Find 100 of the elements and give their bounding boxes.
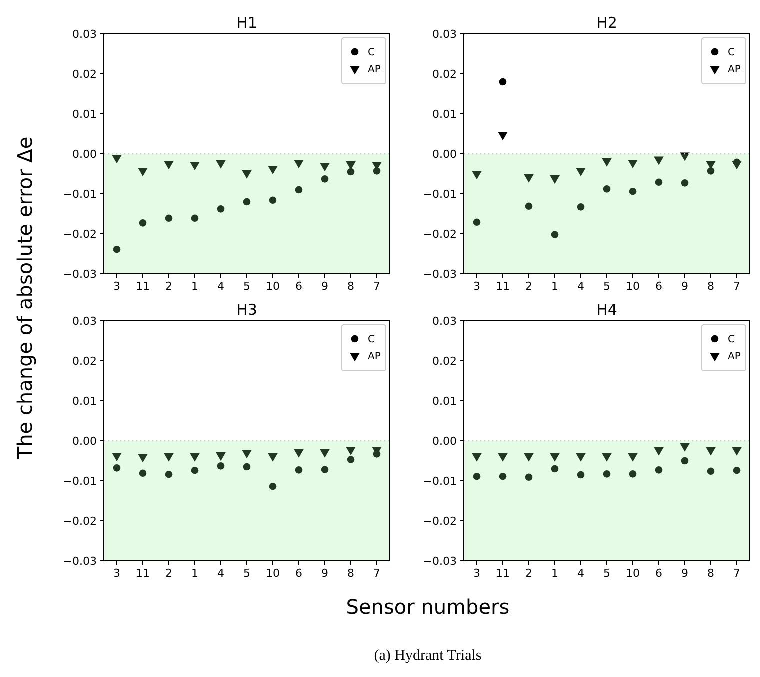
x-tick-label: 9 — [682, 567, 688, 580]
y-tick-label: 0.00 — [432, 148, 457, 161]
point — [347, 168, 355, 176]
legend-label: AP — [728, 64, 741, 76]
x-tick-label: 9 — [682, 280, 688, 293]
y-tick-label: −0.02 — [63, 228, 97, 241]
y-tick-label: −0.01 — [423, 188, 457, 201]
x-tick-label: 4 — [218, 280, 224, 293]
x-tick-label: 8 — [708, 567, 714, 580]
y-tick-label: 0.01 — [72, 108, 97, 121]
y-tick-label: 0.00 — [72, 148, 97, 161]
x-tick-label: 1 — [552, 280, 558, 293]
point — [269, 196, 277, 204]
x-tick-label: 5 — [244, 280, 250, 293]
chart-title: H2 — [596, 14, 618, 32]
x-tick-label: 3 — [114, 567, 120, 580]
point — [112, 155, 122, 164]
y-tick-label: 0.02 — [432, 68, 457, 81]
y-tick-label: 0.03 — [72, 314, 97, 328]
x-tick-label: 5 — [604, 567, 610, 580]
y-tick-label: −0.01 — [63, 474, 97, 488]
point — [550, 176, 560, 184]
chart-title: H1 — [236, 14, 258, 32]
x-tick-label: 2 — [166, 280, 172, 293]
x-tick-label: 11 — [496, 280, 510, 293]
text: (a) Hydrant Trials — [374, 648, 482, 664]
x-tick-label: 7 — [734, 567, 740, 580]
point — [268, 166, 278, 174]
point — [498, 132, 508, 140]
x-tick-label: 1 — [192, 280, 198, 293]
point — [294, 160, 304, 168]
point — [165, 214, 173, 222]
x-tick-label: 10 — [266, 280, 280, 293]
point — [242, 170, 252, 179]
y-tick-label: 0.00 — [432, 434, 457, 448]
x-axis-title: Sensor numbers — [346, 595, 510, 619]
x-tick-label: 8 — [348, 567, 354, 580]
point — [473, 218, 481, 226]
x-tick-label: 11 — [496, 567, 510, 580]
x-tick-label: 4 — [578, 567, 584, 580]
y-tick-label: −0.01 — [63, 188, 97, 201]
point — [577, 204, 585, 211]
point — [113, 246, 121, 254]
point — [164, 161, 174, 170]
x-tick-label: 2 — [526, 567, 532, 580]
y-tick-label: 0.00 — [72, 434, 97, 448]
point — [216, 160, 226, 169]
legend-label: C — [368, 334, 375, 346]
point — [217, 206, 225, 213]
point — [654, 156, 664, 166]
x-tick-label: 6 — [656, 280, 662, 293]
x-tick-label: 5 — [244, 567, 250, 580]
y-tick-label: −0.02 — [423, 228, 457, 241]
x-tick-label: 3 — [474, 567, 480, 580]
legend-label: C — [728, 48, 735, 58]
point — [373, 168, 381, 175]
y-tick-label: 0.02 — [72, 68, 97, 81]
x-tick-label: 1 — [192, 567, 198, 580]
legend-label: AP — [728, 352, 741, 362]
y-tick-label: 0.02 — [72, 354, 97, 368]
point — [138, 168, 148, 176]
legend-label: C — [368, 48, 375, 58]
chart-title: H4 — [596, 301, 618, 319]
y-tick-label: 0.01 — [432, 108, 457, 121]
y-tick-label: 0.02 — [432, 354, 457, 368]
x-tick-label: 11 — [136, 280, 150, 293]
x-tick-label: 3 — [474, 280, 480, 293]
x-tick-label: 7 — [374, 567, 380, 580]
y-tick-label: −0.02 — [423, 514, 457, 528]
point — [603, 186, 611, 193]
x-tick-label: 1 — [552, 567, 558, 580]
x-tick-label: 8 — [348, 280, 354, 293]
legend-label: AP — [368, 64, 381, 76]
point — [139, 220, 147, 227]
point — [243, 198, 251, 206]
x-tick-label: 6 — [296, 280, 302, 293]
x-tick-label: 10 — [626, 567, 640, 580]
x-tick-label: 7 — [374, 280, 380, 293]
point — [321, 176, 329, 183]
point — [602, 158, 612, 167]
x-tick-label: 2 — [526, 280, 532, 293]
y-tick-label: 0.01 — [72, 394, 97, 408]
x-tick-label: 7 — [734, 280, 740, 293]
x-tick-label: 10 — [266, 567, 280, 580]
x-tick-label: 6 — [296, 567, 302, 580]
y-tick-label: −0.01 — [423, 474, 457, 488]
y-tick-label: −0.03 — [423, 554, 457, 568]
point — [655, 178, 663, 186]
point — [707, 168, 715, 175]
y-tick-label: 0.03 — [72, 28, 97, 41]
y-tick-label: 0.01 — [432, 394, 457, 408]
legend-label: C — [728, 334, 735, 346]
x-tick-label: 9 — [322, 567, 328, 580]
x-tick-label: 10 — [626, 280, 640, 293]
point — [628, 160, 638, 168]
point — [190, 162, 200, 170]
point — [524, 174, 534, 183]
x-tick-label: 3 — [114, 280, 120, 293]
y-tick-label: −0.03 — [423, 268, 457, 281]
x-tick-label: 8 — [708, 280, 714, 293]
